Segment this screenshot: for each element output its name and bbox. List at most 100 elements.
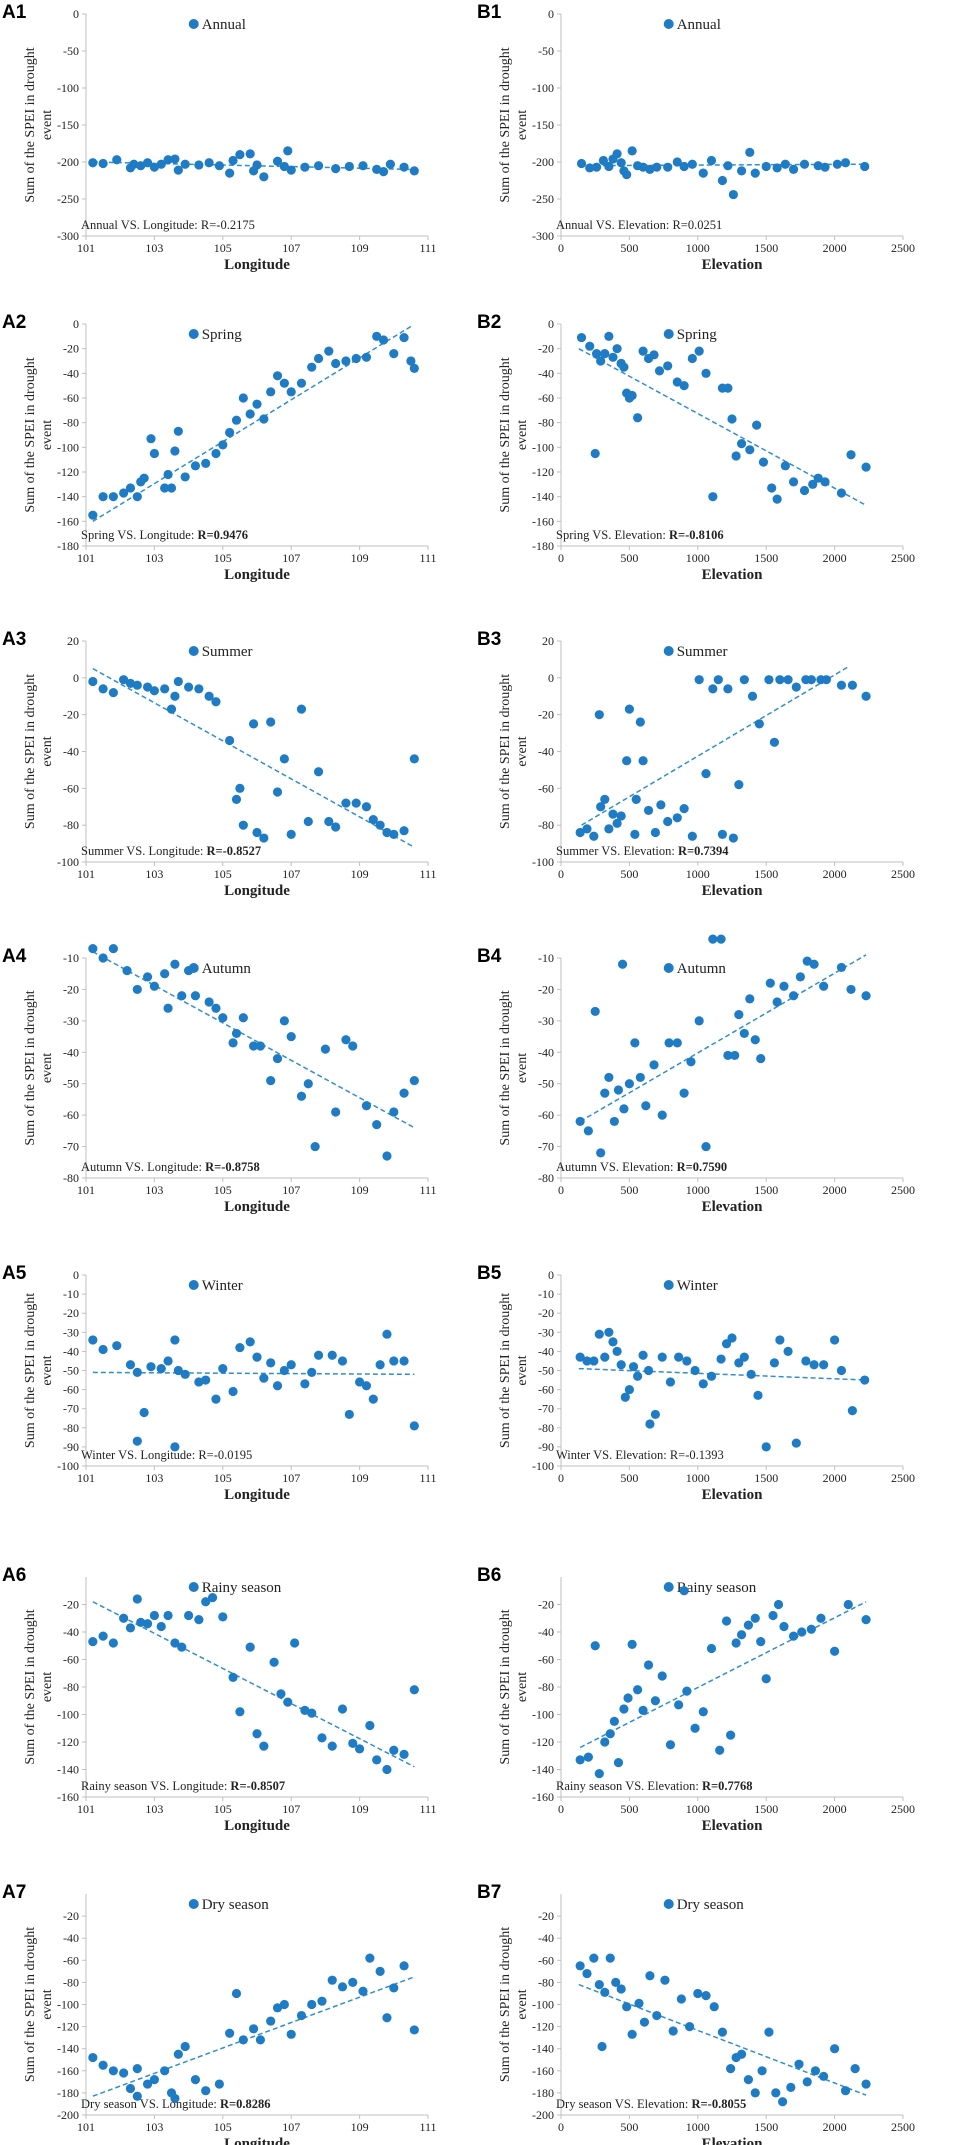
data-point-a1-6 — [142, 158, 153, 168]
data-point-b3-29 — [739, 675, 749, 685]
x-tick-label-b2-0: 0 — [558, 551, 564, 565]
x-axis-title-b7: Elevation — [702, 2136, 763, 2145]
annotation-b1: Annual VS. Elevation: R=0.0251 — [556, 218, 722, 232]
y-axis-title-line1: Sum of the SPEI in drought — [498, 357, 513, 512]
data-point-b5-25 — [727, 1333, 737, 1343]
x-tick-label-b7-1: 500 — [620, 2120, 638, 2134]
data-point-a3-14 — [211, 697, 221, 707]
data-point-b2-2 — [591, 349, 602, 359]
data-point-a5-7 — [156, 1363, 166, 1374]
data-point-b4-15 — [664, 1038, 674, 1048]
data-point-b7-22 — [726, 2063, 736, 2074]
data-point-a2-12 — [173, 426, 183, 436]
data-point-a2-22 — [252, 399, 262, 409]
panel-label-b2: B2 — [477, 312, 501, 333]
y-tick-label-b4-1: -20 — [538, 982, 554, 996]
data-point-b3-9 — [622, 756, 632, 766]
data-point-a5-31 — [355, 1377, 365, 1387]
y-axis-title-line1: Sum of the SPEI in drought — [23, 1609, 38, 1764]
data-point-b5-26 — [734, 1358, 744, 1368]
data-point-a3-20 — [259, 833, 269, 843]
data-point-b5-31 — [769, 1358, 780, 1368]
legend-label-a7: Dry season — [202, 1897, 270, 1913]
data-point-b6-15 — [657, 1671, 667, 1681]
x-tick-label-a6-0: 101 — [77, 1802, 95, 1816]
y-tick-label-a6-5: -120 — [57, 1735, 79, 1749]
annotation-a5: Winter VS. Longitude: R=-0.0195 — [81, 1448, 252, 1462]
data-point-b2-22 — [694, 346, 704, 356]
data-point-b3-20 — [687, 831, 697, 841]
y-tick-label-b7-0: -20 — [538, 1909, 554, 1923]
legend-marker-a5 — [188, 1280, 199, 1290]
data-point-a4-19 — [266, 1075, 276, 1086]
data-point-b6-20 — [698, 1707, 708, 1717]
data-point-b2-12 — [627, 390, 637, 401]
data-point-a7-20 — [266, 2016, 276, 2026]
panel-label-b4: B4 — [477, 946, 502, 967]
data-point-a7-22 — [279, 1999, 289, 2010]
data-point-a5-34 — [375, 1360, 385, 1370]
y-tick-label-b1-1: -50 — [538, 44, 554, 58]
x-tick-label-a7-1: 103 — [145, 2120, 163, 2134]
data-point-b7-38 — [850, 2063, 860, 2074]
legend-marker-a1 — [188, 19, 199, 29]
data-point-b1-6 — [612, 149, 622, 159]
y-tick-label-b7-8: -180 — [532, 2086, 554, 2100]
y-axis-title-b1: Sum of the SPEI in drought event — [498, 47, 530, 202]
y-tick-label-b4-0: -10 — [538, 951, 554, 965]
annotation-r-b5: R=-0.1393 — [670, 1448, 724, 1462]
data-point-a1-20 — [259, 172, 269, 182]
data-point-b4-8 — [619, 1104, 629, 1114]
panel-label-a1: A1 — [2, 2, 27, 23]
data-point-a3-11 — [184, 682, 194, 692]
data-point-b5-13 — [638, 1350, 648, 1360]
annotation-prefix-b4: Autumn VS. Elevation: — [556, 1160, 677, 1174]
data-point-b3-43 — [861, 691, 871, 701]
y-tick-label-a4-0: -10 — [63, 951, 79, 965]
data-point-b1-35 — [840, 158, 851, 168]
y-axis-title-line2: event — [40, 110, 55, 140]
x-axis-title-b6: Elevation — [702, 1818, 763, 1834]
annotation-a3: Summer VS. Longitude: R=-0.8527 — [81, 844, 261, 858]
data-point-b5-23 — [716, 1354, 726, 1364]
y-tick-label-b7-1: -40 — [538, 1931, 554, 1945]
data-point-a5-24 — [286, 1360, 296, 1370]
data-point-a7-26 — [317, 1996, 327, 2006]
data-point-a7-10 — [173, 2049, 183, 2059]
panel-label-a2: A2 — [2, 312, 26, 333]
data-point-a7-24 — [296, 2010, 307, 2021]
y-tick-label-b3-3: -40 — [538, 745, 554, 759]
x-tick-label-b3-3: 1500 — [754, 867, 778, 881]
x-axis-title-a7: Longitude — [224, 2136, 290, 2145]
y-tick-label-b5-7: -70 — [538, 1402, 554, 1416]
y-tick-label-b7-5: -120 — [532, 2020, 554, 2034]
data-point-a6-0 — [88, 1637, 98, 1647]
x-tick-label-a3-0: 101 — [77, 867, 95, 881]
annotation-a6: Rainy season VS. Longitude: R=-0.8507 — [81, 1779, 285, 1793]
data-point-a5-15 — [218, 1363, 228, 1374]
data-point-a4-35 — [409, 1075, 419, 1086]
x-tick-label-a4-4: 109 — [351, 1183, 369, 1197]
data-point-b5-10 — [624, 1385, 635, 1395]
data-point-a1-21 — [272, 156, 283, 166]
data-point-a6-35 — [372, 1755, 382, 1765]
data-point-b4-3 — [596, 1148, 606, 1158]
data-point-b3-17 — [663, 816, 673, 827]
x-axis-title-b1: Elevation — [702, 257, 763, 273]
data-point-a7-19 — [255, 2035, 266, 2045]
data-point-b7-7 — [616, 1984, 626, 1994]
data-point-a6-15 — [201, 1597, 211, 1607]
data-point-b2-45 — [616, 358, 626, 369]
data-point-b6-6 — [609, 1716, 619, 1726]
data-point-a6-5 — [132, 1594, 142, 1604]
data-point-b7-24 — [736, 2049, 747, 2059]
y-tick-label-a1-1: -50 — [63, 44, 79, 58]
data-point-b2-27 — [727, 414, 737, 424]
y-axis-title-b2: Sum of the SPEI in drought event — [498, 357, 530, 512]
data-point-b6-19 — [690, 1723, 700, 1733]
data-point-b4-38 — [836, 962, 847, 973]
x-tick-label-b7-5: 2500 — [891, 2120, 915, 2134]
y-tick-label-b4-4: -50 — [538, 1077, 554, 1091]
trend-line-a5 — [92, 1371, 415, 1376]
